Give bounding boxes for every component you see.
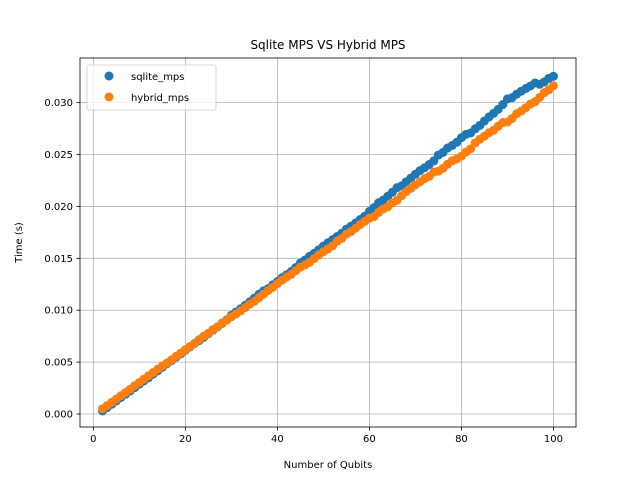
x-tick-label: 100 <box>544 434 563 445</box>
data-point <box>548 81 558 91</box>
y-axis-label: Time (s) <box>14 222 25 264</box>
y-tick-label: 0.010 <box>44 306 73 317</box>
data-points <box>98 71 558 416</box>
x-tick-label: 80 <box>455 434 468 445</box>
legend: sqlite_mps hybrid_mps <box>86 64 217 111</box>
x-tick-label: 20 <box>179 434 192 445</box>
y-tick-label: 0.015 <box>44 254 73 265</box>
y-tick-label: 0.005 <box>44 358 73 369</box>
legend-marker-hybrid <box>104 92 114 102</box>
y-tick-label: 0.025 <box>44 150 73 161</box>
legend-label-sqlite: sqlite_mps <box>131 72 185 83</box>
legend-label-hybrid: hybrid_mps <box>131 93 189 104</box>
x-axis-label: Number of Qubits <box>284 460 373 471</box>
legend-marker-sqlite <box>104 71 114 81</box>
x-tick-label: 60 <box>363 434 376 445</box>
y-tick-label: 0.020 <box>44 202 73 213</box>
data-point <box>548 71 558 81</box>
chart-title: Sqlite MPS VS Hybrid MPS <box>250 38 405 52</box>
x-tick-label: 0 <box>90 434 96 445</box>
x-tick-label: 40 <box>271 434 284 445</box>
y-axis-ticks: 0.000 0.005 0.010 0.015 0.020 0.025 0.030 <box>44 98 80 421</box>
series-hybrid_mps <box>98 81 558 414</box>
y-tick-label: 0.000 <box>44 410 73 421</box>
y-tick-label: 0.030 <box>44 98 73 109</box>
plot-frame <box>79 57 577 428</box>
legend-box <box>86 64 217 111</box>
x-axis-ticks: 0 20 40 60 80 100 <box>90 427 563 445</box>
